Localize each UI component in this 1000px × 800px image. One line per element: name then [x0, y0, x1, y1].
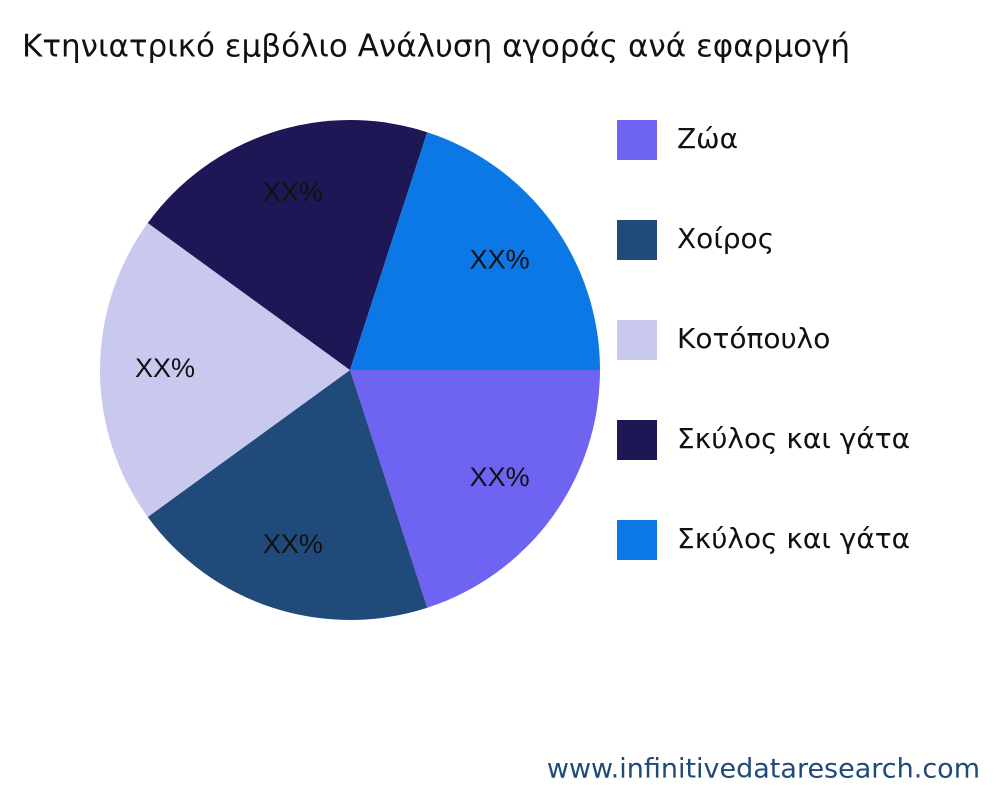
value-label: XX%	[263, 529, 323, 559]
source: www.infinitivedataresearch.com	[547, 754, 980, 785]
legend-swatch	[617, 220, 657, 260]
legend-label: Σκύλος και γάτα	[677, 422, 910, 455]
legend-label: Σκύλος και γάτα	[677, 522, 910, 555]
pie-slice	[147, 120, 428, 370]
pie-slice	[147, 370, 428, 620]
pie-slice	[350, 370, 600, 608]
value-label: XX%	[470, 244, 530, 274]
value-label: XX%	[470, 462, 530, 492]
value-label: XX%	[135, 353, 195, 383]
pie-slice	[350, 132, 600, 370]
legend-label: Χοίρος	[677, 222, 774, 255]
legend-swatch	[617, 320, 657, 360]
legend-swatch	[617, 120, 657, 160]
legend-swatch	[617, 420, 657, 460]
legend-label: Ζώα	[677, 122, 738, 155]
value-label: XX%	[263, 177, 323, 207]
chart-title: Κτηνιατρικό εμβόλιο Ανάλυση αγοράς ανά ε…	[22, 29, 850, 65]
pie-slice	[100, 223, 350, 517]
legend-swatch	[617, 520, 657, 560]
legend-label: Κοτόπουλο	[677, 322, 830, 355]
